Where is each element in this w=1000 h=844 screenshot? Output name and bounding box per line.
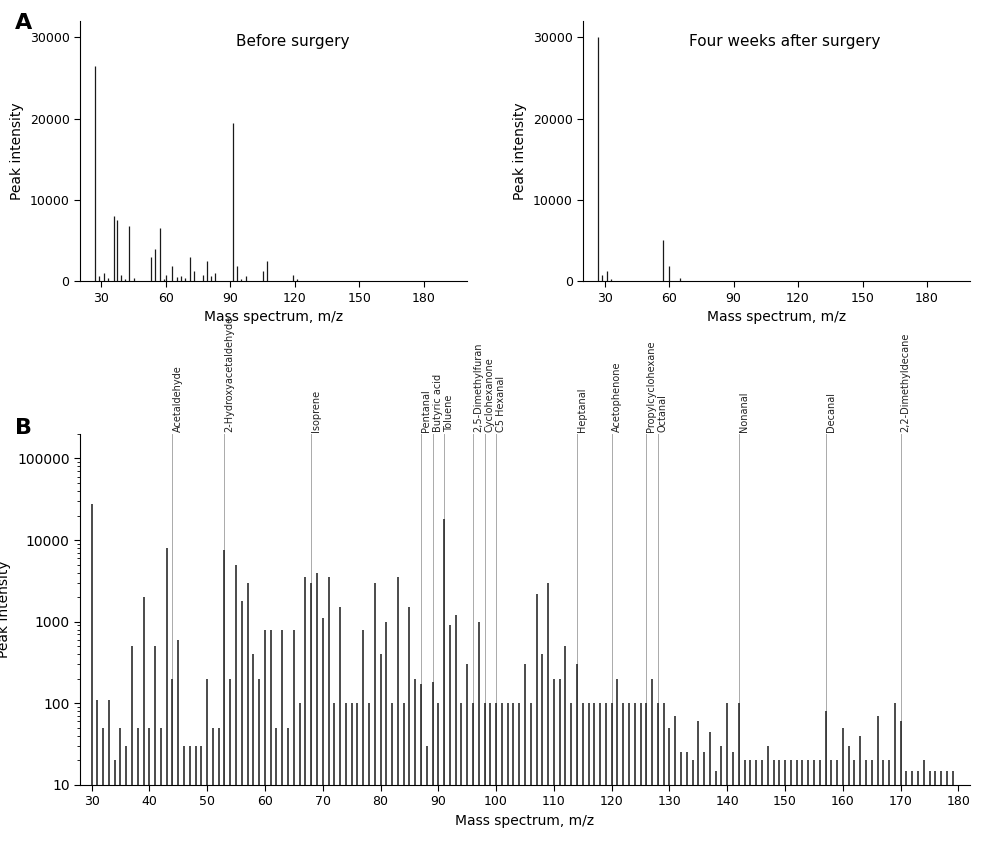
Text: Before surgery: Before surgery — [236, 34, 350, 49]
Text: Octanal: Octanal — [658, 394, 668, 432]
Text: Heptanal: Heptanal — [577, 387, 587, 432]
X-axis label: Mass spectrum, m/z: Mass spectrum, m/z — [455, 814, 595, 828]
Text: Nonanal: Nonanal — [739, 392, 749, 432]
Text: Decanal: Decanal — [826, 392, 836, 432]
Y-axis label: Peak intensity: Peak intensity — [10, 102, 24, 200]
Text: Four weeks after surgery: Four weeks after surgery — [689, 34, 880, 49]
Text: Acetophenone: Acetophenone — [612, 362, 622, 432]
Y-axis label: Peak intensity: Peak intensity — [513, 102, 527, 200]
Text: Pentanal: Pentanal — [421, 389, 431, 432]
Text: A: A — [15, 13, 32, 33]
X-axis label: Mass spectrum, m/z: Mass spectrum, m/z — [707, 310, 846, 324]
Text: 2,5-Dimethylfuran: 2,5-Dimethylfuran — [473, 343, 483, 432]
X-axis label: Mass spectrum, m/z: Mass spectrum, m/z — [204, 310, 343, 324]
Text: 2-Hydroxyacetaldehyde: 2-Hydroxyacetaldehyde — [224, 316, 234, 432]
Y-axis label: Peak intensity: Peak intensity — [0, 560, 11, 658]
Text: B: B — [15, 418, 32, 438]
Text: C5 Hexanal: C5 Hexanal — [496, 376, 506, 432]
Text: Cyclohexanone: Cyclohexanone — [485, 357, 495, 432]
Text: Toluene: Toluene — [444, 395, 454, 432]
Text: Propylcyclohexane: Propylcyclohexane — [646, 341, 656, 432]
Text: Acetaldehyde: Acetaldehyde — [172, 365, 182, 432]
Text: Isoprene: Isoprene — [311, 390, 321, 432]
Text: Butyric acid: Butyric acid — [433, 374, 443, 432]
Text: 2,2-Dimethyldecane: 2,2-Dimethyldecane — [901, 333, 911, 432]
